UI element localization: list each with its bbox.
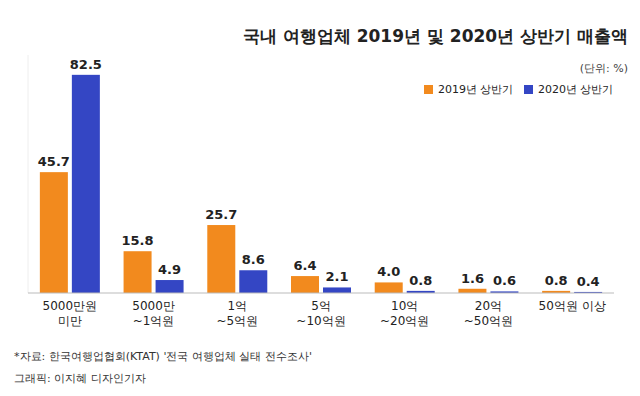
data-label: 0.4 bbox=[577, 274, 600, 289]
data-label: 45.7 bbox=[38, 154, 70, 169]
x-tick-label-line: ~5억원 bbox=[216, 314, 258, 328]
data-label: 25.7 bbox=[205, 207, 237, 222]
legend-swatch bbox=[524, 85, 533, 94]
legend-label: 2020년 상반기 bbox=[538, 83, 614, 96]
x-tick-label: 10억~20억원 bbox=[380, 299, 429, 328]
bar bbox=[375, 282, 403, 293]
x-tick-label: 50억원 이상 bbox=[539, 299, 606, 313]
x-tick-label-line: 20억 bbox=[475, 299, 502, 313]
data-label: 4.0 bbox=[377, 264, 400, 279]
bar bbox=[124, 251, 152, 293]
x-tick-label-line: 50억원 이상 bbox=[539, 299, 606, 313]
legend: 2019년 상반기 2020년 상반기 bbox=[424, 83, 614, 96]
bar bbox=[40, 172, 68, 293]
title: 국내 여행업체 2019년 및 2020년 상반기 매출액 bbox=[243, 26, 628, 46]
x-tick-label-line: ~20억원 bbox=[380, 314, 429, 328]
x-tick-label: 5억~10억원 bbox=[296, 299, 345, 328]
x-tick-label-line: 5000만원 bbox=[43, 299, 98, 313]
data-label: 82.5 bbox=[70, 57, 102, 72]
x-tick-label: 5000만~1억원 bbox=[132, 299, 175, 328]
x-tick-label: 5000만원미만 bbox=[43, 299, 98, 328]
y-axis-line bbox=[28, 55, 29, 293]
bar bbox=[156, 280, 184, 293]
legend-swatch bbox=[424, 85, 433, 94]
background bbox=[0, 0, 640, 396]
x-tick-label-line: 5000만 bbox=[132, 299, 175, 313]
bar bbox=[291, 276, 319, 293]
bar bbox=[207, 225, 235, 293]
bar bbox=[239, 270, 267, 293]
bar bbox=[323, 287, 351, 293]
unit-label: (단위: %) bbox=[580, 62, 628, 75]
x-tick-label-line: ~50억원 bbox=[464, 314, 513, 328]
x-tick-label-line: 5억 bbox=[311, 299, 331, 313]
data-label: 0.8 bbox=[409, 273, 432, 288]
data-label: 1.6 bbox=[461, 271, 484, 286]
data-label: 8.6 bbox=[242, 252, 265, 267]
x-tick-label-line: 미만 bbox=[58, 314, 82, 328]
x-tick-label-line: 10억 bbox=[391, 299, 418, 313]
bar bbox=[458, 289, 486, 293]
x-tick-label: 20억~50억원 bbox=[464, 299, 513, 328]
x-tick-label: 1억~5억원 bbox=[216, 299, 258, 328]
x-tick-label-line: 1억 bbox=[227, 299, 247, 313]
baseline bbox=[28, 293, 614, 294]
data-label: 6.4 bbox=[293, 258, 316, 273]
x-tick-label-line: ~10억원 bbox=[296, 314, 345, 328]
x-tick-label-line: ~1억원 bbox=[133, 314, 175, 328]
bar bbox=[72, 75, 100, 293]
data-label: 4.9 bbox=[158, 262, 181, 277]
data-labels: 45.7 82.5 15.8 4.9 25.7 8.6 6.4 2.1 4.0 0.8 1.6 0.6… bbox=[38, 57, 600, 289]
legend-label: 2019년 상반기 bbox=[438, 83, 514, 96]
bars bbox=[40, 75, 602, 293]
source: *자료: 한국여행업협회(KTAT) '전국 여행업체 실태 전수조사' bbox=[14, 350, 312, 363]
data-label: 2.1 bbox=[325, 269, 348, 284]
data-label: 0.6 bbox=[493, 273, 516, 288]
data-label: 0.8 bbox=[545, 273, 568, 288]
chart-root: 국내 여행업체 2019년 및 2020년 상반기 매출액 (단위: %) *자료:… bbox=[0, 0, 640, 396]
data-label: 15.8 bbox=[122, 233, 154, 248]
credit: 그래픽: 이지혜 디자인기자 bbox=[14, 372, 146, 385]
